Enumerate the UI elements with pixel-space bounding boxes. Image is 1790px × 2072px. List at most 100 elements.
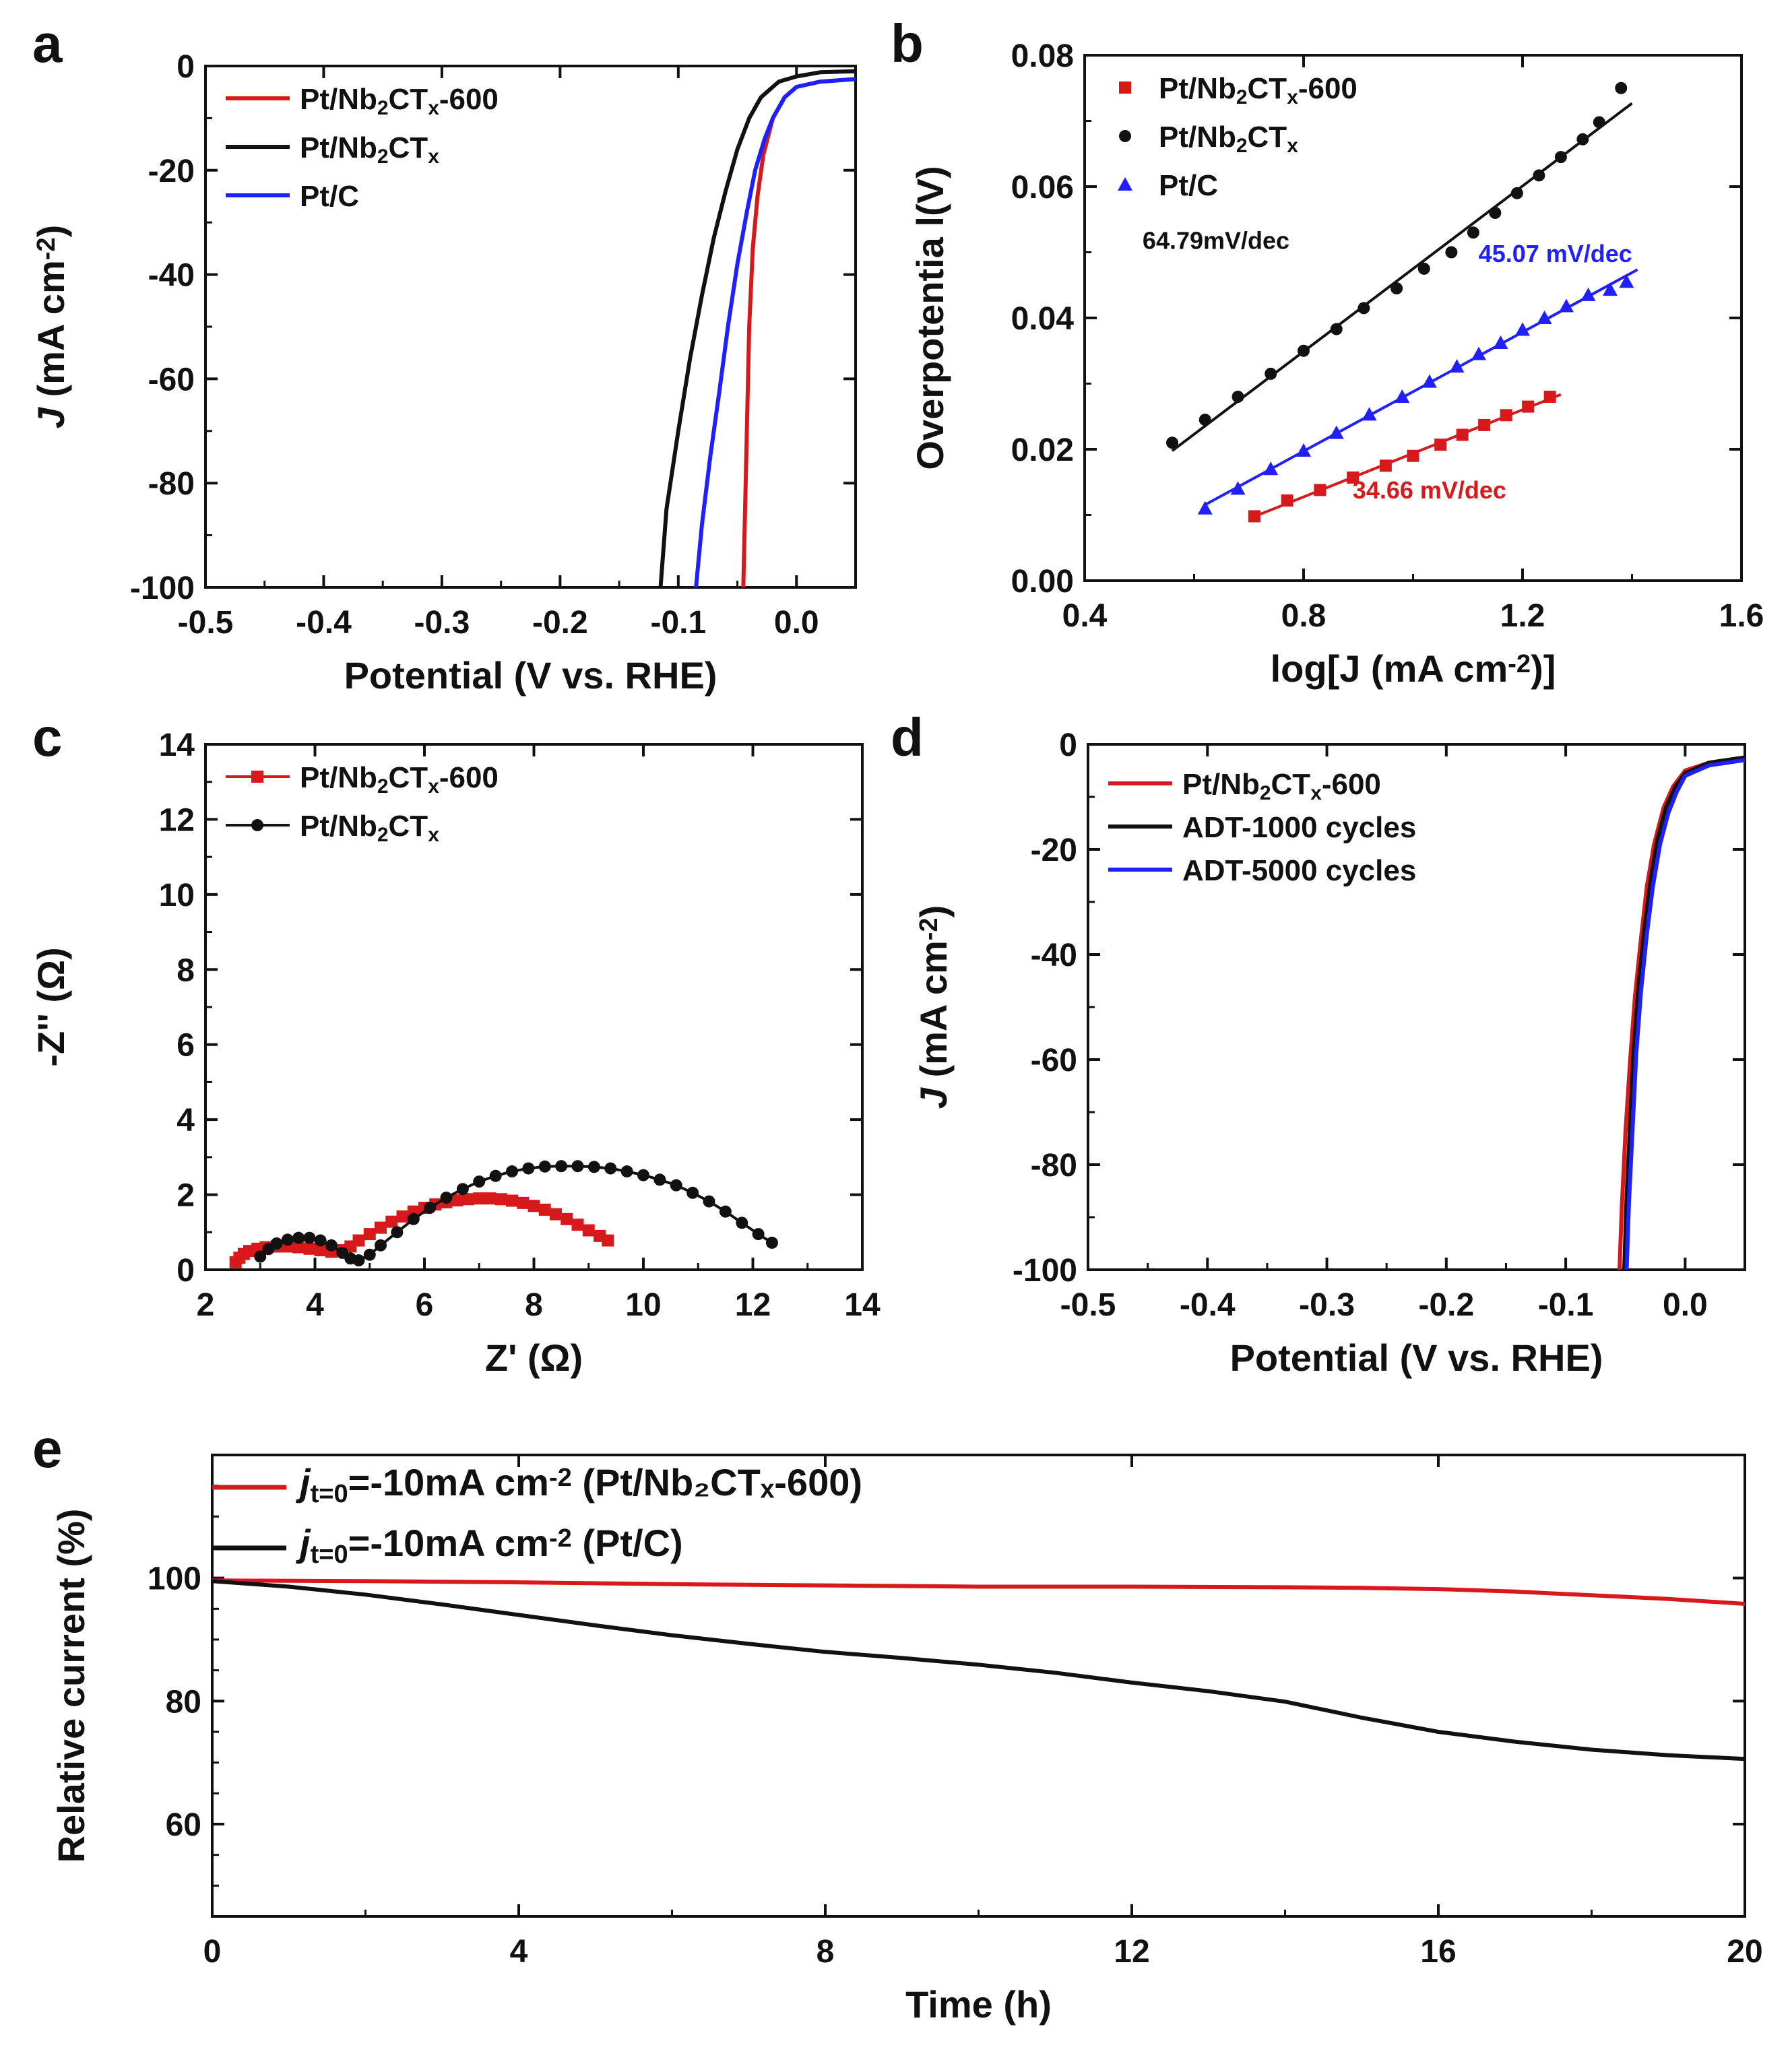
text-part: Z' (Ω) — [485, 1336, 583, 1379]
legend: jt=0=-10mA cm-2 (Pt/Nb₂CTₓ-600)jt=0=-10m… — [212, 1461, 862, 1569]
slope-annotation: 34.66 mV/dec — [1353, 476, 1506, 504]
text-part: 2 — [377, 145, 389, 168]
data-point — [1347, 471, 1360, 484]
data-point — [363, 1248, 376, 1261]
text-part: 2 — [377, 97, 389, 119]
data-point — [637, 1169, 649, 1181]
x-tick-label: -0.4 — [296, 605, 352, 641]
plot-area — [658, 69, 856, 587]
data-point — [407, 1212, 420, 1225]
y-tick-label: -40 — [148, 258, 195, 294]
series-line — [212, 1579, 1745, 1761]
x-tick-label: 14 — [844, 1287, 881, 1323]
data-point — [1230, 481, 1246, 495]
data-point — [1362, 407, 1377, 421]
x-tick-label: 0.0 — [1663, 1287, 1708, 1323]
series-red — [229, 1192, 614, 1268]
x-tick-label: 1.2 — [1500, 598, 1545, 634]
data-point — [1395, 389, 1410, 403]
panel-letter-b: b — [891, 13, 924, 73]
x-tick-label: 1.6 — [1719, 598, 1764, 634]
text-part: j — [295, 1461, 311, 1503]
data-point — [571, 1160, 584, 1173]
y-tick-label: 0 — [177, 49, 195, 85]
text-part: (mA cm — [912, 940, 955, 1088]
text-part: 2 — [1236, 135, 1248, 157]
y-tick-label: -20 — [148, 154, 195, 189]
series-black — [212, 1579, 1745, 1761]
data-point — [1467, 226, 1479, 239]
x-tick-label: 12 — [735, 1287, 771, 1323]
text-part: J — [30, 406, 72, 428]
x-tick-label: 12 — [1114, 1934, 1149, 1970]
text-part: 2 — [1260, 782, 1271, 804]
y-tick-label: 2 — [177, 1178, 195, 1214]
x-tick-label: -0.4 — [1180, 1287, 1236, 1323]
y-tick-label: -100 — [130, 571, 195, 606]
data-point — [451, 1194, 464, 1206]
x-tick-label: 0.4 — [1062, 598, 1108, 634]
data-point — [1198, 414, 1211, 426]
data-point — [292, 1241, 305, 1254]
data-point — [1500, 409, 1512, 422]
text-part: x — [1310, 782, 1322, 804]
data-point — [473, 1175, 486, 1188]
x-tick-label: -0.1 — [650, 605, 706, 641]
data-point — [352, 1254, 365, 1267]
text-part: 2 — [377, 824, 389, 846]
y-tick-label: 4 — [177, 1103, 195, 1138]
slope-annotation: 64.79mV/dec — [1143, 227, 1289, 255]
y-axis-label: J (mA cm-2) — [912, 905, 955, 1109]
panel-e: e 0 4 8 12 16 20 60 80 100 Time (h) Relative curren… — [32, 1419, 1763, 2026]
data-point — [1379, 459, 1392, 472]
text-part: J — [912, 1087, 955, 1109]
data-point — [1580, 287, 1596, 301]
x-tick-label: 0 — [203, 1934, 222, 1970]
text-part: x — [428, 824, 439, 846]
data-point — [1554, 151, 1567, 164]
plot-area — [1617, 755, 1745, 1270]
legend-label: Pt/Nb2CTx — [1159, 121, 1298, 157]
text-part: x — [428, 145, 439, 168]
data-point — [1445, 246, 1458, 259]
legend-label: ADT-1000 cycles — [1182, 811, 1416, 844]
panel-d: d -0.5 -0.4 -0.3 -0.2 -0.1 0.0 0 -20 -40 -60 -80 -10… — [891, 707, 1746, 1379]
data-point — [1232, 391, 1244, 403]
legend-label: Pt/C — [300, 180, 359, 213]
data-point — [251, 771, 263, 783]
series-line — [694, 77, 856, 587]
data-point — [303, 1231, 316, 1244]
data-point — [270, 1237, 283, 1250]
data-point — [1603, 282, 1618, 296]
data-point — [1407, 449, 1419, 462]
legend-label: Pt/Nb2CTx-600 — [1182, 768, 1381, 804]
text-part: )] — [1531, 647, 1556, 690]
text-part: -2 — [32, 237, 61, 260]
y-tick-label: 6 — [177, 1028, 195, 1064]
text-part: 2 — [1236, 86, 1248, 108]
x-tick-label: 16 — [1420, 1934, 1456, 1970]
series-line — [1624, 758, 1745, 1270]
data-point — [1197, 500, 1213, 515]
panel-letter-c: c — [32, 707, 63, 767]
data-point — [489, 1169, 502, 1182]
text-part: Pt/Nb — [1159, 121, 1236, 154]
data-point — [719, 1205, 732, 1218]
text-part: Pt/C — [1159, 169, 1218, 202]
text-part: (Pt/C) — [572, 1522, 683, 1564]
data-point — [314, 1244, 327, 1257]
x-tick-label: -0.2 — [1418, 1287, 1474, 1323]
text-part: Pt/Nb — [300, 131, 377, 164]
y-axis-label: J (mA cm-2) — [30, 225, 72, 429]
text-part: =-10mA cm — [348, 1461, 549, 1503]
data-point — [602, 1234, 614, 1247]
series-black — [1622, 755, 1745, 1270]
text-part: CT — [389, 761, 428, 794]
data-point — [1515, 322, 1530, 336]
data-point — [1330, 323, 1343, 335]
y-tick-label: 0.04 — [1011, 301, 1075, 337]
